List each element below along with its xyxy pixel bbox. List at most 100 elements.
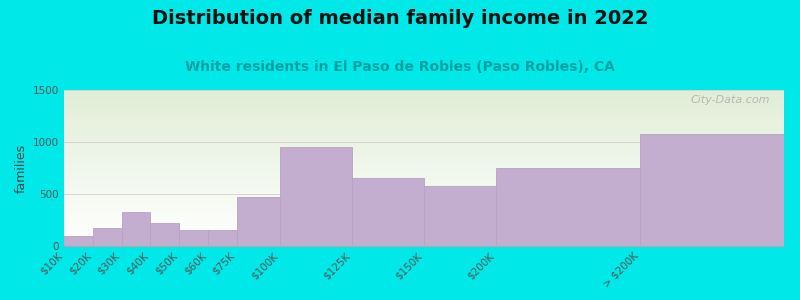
Bar — [64, 144, 784, 145]
Bar — [64, 160, 784, 161]
Bar — [64, 200, 784, 201]
Bar — [64, 229, 784, 230]
Y-axis label: families: families — [14, 143, 27, 193]
Bar — [64, 156, 784, 157]
Bar — [64, 163, 784, 164]
Bar — [64, 218, 784, 219]
Bar — [64, 131, 784, 132]
Bar — [64, 94, 784, 95]
Bar — [64, 140, 784, 141]
Bar — [64, 142, 784, 143]
Bar — [64, 106, 784, 107]
Bar — [64, 97, 784, 98]
Bar — [64, 241, 784, 242]
Bar — [64, 172, 784, 173]
Bar — [64, 234, 784, 235]
Bar — [64, 107, 784, 108]
Bar — [64, 135, 784, 136]
Bar — [64, 143, 784, 144]
Bar — [237, 196, 280, 246]
Bar — [64, 95, 784, 96]
Bar — [64, 168, 784, 169]
Bar — [64, 219, 784, 220]
Bar — [64, 114, 784, 115]
Bar — [93, 228, 122, 246]
Bar — [64, 232, 784, 233]
Bar — [64, 152, 784, 153]
Bar — [64, 169, 784, 170]
Bar — [64, 99, 784, 100]
Bar — [280, 147, 352, 246]
Bar — [64, 220, 784, 221]
Bar — [64, 113, 784, 114]
Bar — [64, 157, 784, 158]
Bar — [64, 208, 784, 209]
Bar — [64, 138, 784, 139]
Bar — [64, 242, 784, 243]
Bar — [64, 105, 784, 106]
Bar — [64, 162, 784, 163]
Bar — [64, 154, 784, 155]
Bar — [64, 216, 784, 217]
Bar — [64, 137, 784, 138]
Bar — [64, 209, 784, 210]
Bar — [64, 159, 784, 160]
Bar — [64, 180, 784, 181]
Bar — [64, 109, 784, 110]
Bar — [64, 238, 784, 239]
Bar — [64, 147, 784, 148]
Bar — [64, 146, 784, 147]
Bar — [64, 150, 784, 151]
Bar — [64, 212, 784, 213]
Bar — [64, 119, 784, 120]
Bar — [64, 108, 784, 109]
Bar — [424, 186, 496, 246]
Bar — [64, 139, 784, 140]
Bar — [64, 222, 784, 223]
Bar — [64, 245, 784, 246]
Bar — [64, 127, 784, 128]
Bar — [64, 177, 784, 178]
Bar — [64, 90, 784, 91]
Bar — [64, 175, 784, 176]
Bar — [64, 92, 784, 93]
Bar — [64, 206, 784, 207]
Bar — [64, 130, 784, 131]
Bar — [64, 178, 784, 179]
Bar — [64, 133, 784, 134]
Bar — [64, 179, 784, 180]
Bar — [64, 104, 784, 105]
Bar — [64, 164, 784, 165]
Bar — [64, 145, 784, 146]
Bar — [64, 226, 784, 227]
Bar — [64, 103, 784, 104]
Bar — [64, 225, 784, 226]
Bar — [64, 243, 784, 244]
Bar — [64, 148, 784, 149]
Bar — [64, 120, 784, 121]
Bar — [64, 224, 784, 225]
Bar — [150, 223, 179, 246]
Text: City-Data.com: City-Data.com — [690, 95, 770, 105]
Bar — [64, 155, 784, 156]
Bar — [64, 207, 784, 208]
Bar — [64, 194, 784, 195]
Bar — [64, 198, 784, 199]
Bar — [208, 230, 237, 246]
Bar — [64, 149, 784, 150]
Bar — [64, 184, 784, 185]
Bar — [64, 125, 784, 126]
Bar — [64, 121, 784, 122]
Bar — [352, 178, 424, 246]
Bar — [64, 122, 784, 123]
Bar — [64, 231, 784, 232]
Bar — [122, 212, 150, 246]
Bar — [64, 123, 784, 124]
Text: White residents in El Paso de Robles (Paso Robles), CA: White residents in El Paso de Robles (Pa… — [185, 60, 615, 74]
Bar — [64, 134, 784, 135]
Bar — [64, 128, 784, 129]
Bar — [64, 192, 784, 193]
Bar — [64, 237, 784, 238]
Bar — [64, 183, 784, 184]
Bar — [64, 201, 784, 202]
